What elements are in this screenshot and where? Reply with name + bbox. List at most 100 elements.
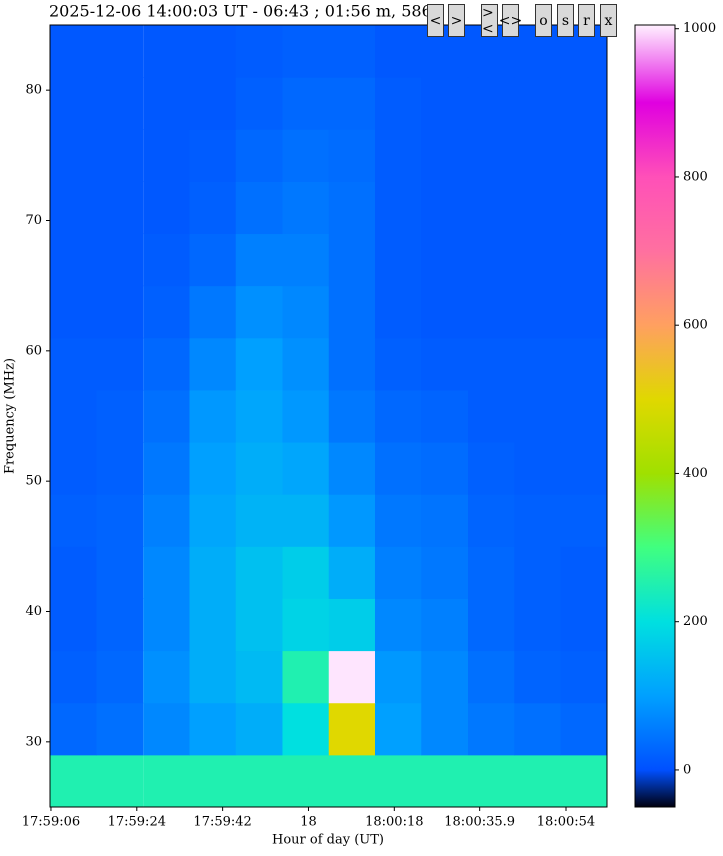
toolbar-button[interactable]: >	[448, 4, 465, 37]
heatmap-cell	[467, 442, 515, 495]
heatmap-cell	[189, 25, 237, 78]
heatmap-cell	[235, 285, 283, 339]
chart-title: 2025-12-06 14:00:03 UT - 06:43 ; 01:56 m…	[49, 2, 432, 21]
heatmap-cell	[50, 181, 97, 235]
heatmap-cell	[467, 494, 515, 547]
heatmap-cell	[514, 754, 562, 807]
heatmap-cell	[514, 598, 562, 652]
heatmap-cell	[421, 181, 469, 235]
heatmap-cell	[328, 442, 376, 495]
heatmap-cell	[560, 754, 607, 807]
colorbar-tick-label: 0	[683, 762, 691, 777]
heatmap-cell	[235, 754, 283, 807]
toolbar-button[interactable]: ><	[481, 4, 498, 37]
heatmap-cell	[189, 285, 237, 339]
y-tick-label: 70	[25, 213, 42, 228]
heatmap-cell	[50, 233, 97, 287]
heatmap-cell	[235, 129, 283, 182]
x-tick-label: 18:00:54	[537, 815, 595, 830]
heatmap-cell	[189, 129, 237, 182]
heatmap-cell	[467, 546, 515, 599]
heatmap-cell	[421, 77, 469, 130]
heatmap-cell	[96, 442, 144, 495]
heatmap-cell	[514, 546, 562, 599]
y-tick-label: 30	[25, 734, 42, 749]
heatmap-cell	[328, 181, 376, 235]
heatmap-cell	[143, 754, 190, 807]
heatmap-cell	[96, 754, 144, 807]
heatmap-cell	[189, 181, 237, 235]
heatmap-cell	[282, 77, 330, 130]
colorbar-tick-label: 200	[683, 614, 708, 629]
toolbar-button[interactable]: r	[578, 4, 595, 37]
heatmap-cell	[235, 546, 283, 599]
heatmap-cell	[189, 77, 237, 130]
heatmap-cell	[143, 25, 190, 78]
heatmap-cell	[374, 25, 422, 78]
heatmap-cell	[143, 598, 190, 652]
toolbar-button[interactable]: <	[427, 4, 444, 37]
heatmap-cell	[560, 181, 607, 235]
heatmap-cell	[96, 181, 144, 235]
heatmap-cell	[328, 285, 376, 339]
heatmap-cell	[328, 754, 376, 807]
heatmap-cell	[328, 389, 376, 443]
heatmap-cell	[50, 442, 97, 495]
x-tick-label: 18:00:35.9	[444, 815, 515, 830]
heatmap-cell	[143, 129, 190, 182]
heatmap-cell	[560, 337, 607, 391]
heatmap-cell	[235, 77, 283, 130]
heatmap-cell	[421, 285, 469, 339]
heatmap-cell	[514, 650, 562, 704]
heatmap-cell	[374, 181, 422, 235]
toolbar-button[interactable]: <>	[499, 4, 522, 37]
x-axis-label: Hour of day (UT)	[272, 833, 384, 848]
heatmap-cell	[282, 598, 330, 652]
heatmap-cell	[50, 702, 97, 756]
heatmap-cell	[50, 389, 97, 443]
heatmap-cell	[514, 129, 562, 182]
heatmap-cell	[50, 337, 97, 391]
heatmap-cell	[467, 702, 515, 756]
y-tick-label: 50	[25, 474, 42, 489]
toolbar-button[interactable]: x	[600, 4, 617, 37]
heatmap-cell	[282, 650, 330, 704]
heatmap-cell	[96, 337, 144, 391]
heatmap-cell	[96, 598, 144, 652]
heatmap-cell	[374, 337, 422, 391]
heatmap-cell	[189, 598, 237, 652]
x-tick-label: 17:59:24	[108, 815, 166, 830]
heatmap-cell	[235, 389, 283, 443]
heatmap-cell	[328, 598, 376, 652]
heatmap-cell	[282, 702, 330, 756]
heatmap-cell	[374, 285, 422, 339]
heatmap-cell	[467, 389, 515, 443]
y-tick-label: 80	[25, 83, 42, 98]
heatmap-cell	[328, 650, 376, 704]
heatmap-cell	[374, 494, 422, 547]
heatmap-cell	[143, 494, 190, 547]
heatmap-cell	[421, 389, 469, 443]
heatmap-cell	[143, 77, 190, 130]
heatmap-cell	[189, 546, 237, 599]
heatmap-cell	[421, 233, 469, 287]
toolbar-button[interactable]: s	[557, 4, 574, 37]
heatmap-cell	[467, 77, 515, 130]
heatmap-cell	[143, 389, 190, 443]
heatmap-cell	[96, 650, 144, 704]
colorbar-tick-label: 400	[683, 466, 708, 481]
heatmap-cell	[560, 702, 607, 756]
heatmap-cell	[560, 129, 607, 182]
heatmap-cell	[189, 494, 237, 547]
toolbar-button[interactable]: o	[535, 4, 552, 37]
heatmap-cell	[514, 702, 562, 756]
colorbar-tick-label: 800	[683, 169, 708, 184]
heatmap-cell	[328, 233, 376, 287]
heatmap-cell	[467, 129, 515, 182]
heatmap-cell	[374, 129, 422, 182]
heatmap-cell	[560, 598, 607, 652]
heatmap-cell	[374, 389, 422, 443]
heatmap-cell	[328, 129, 376, 182]
heatmap-cell	[282, 442, 330, 495]
